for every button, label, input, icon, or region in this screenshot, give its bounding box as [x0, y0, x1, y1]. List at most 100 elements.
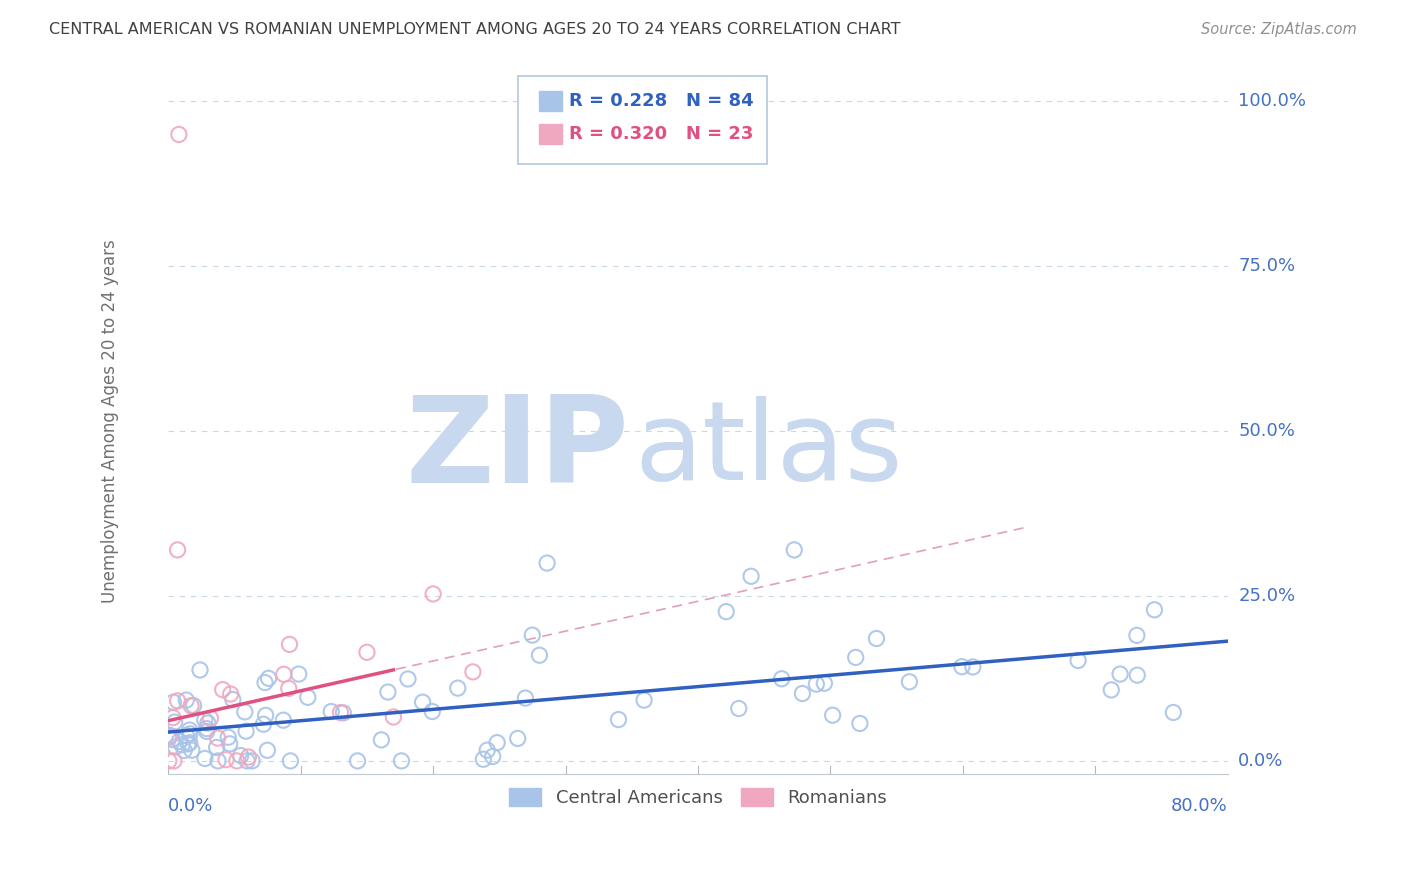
Point — [218, 737, 240, 751]
Point — [845, 650, 868, 665]
Bar — [538, 91, 562, 111]
Point — [792, 686, 814, 700]
Point — [346, 754, 368, 768]
Point — [180, 743, 202, 757]
Text: R = 0.228   N = 84: R = 0.228 N = 84 — [569, 92, 754, 110]
FancyBboxPatch shape — [517, 76, 766, 164]
Text: R = 0.320   N = 23: R = 0.320 N = 23 — [569, 125, 754, 143]
Point — [197, 716, 219, 731]
Point — [1067, 653, 1090, 667]
Point — [235, 724, 257, 739]
Point — [238, 750, 260, 764]
Point — [257, 671, 280, 685]
Bar — [538, 124, 562, 144]
Point — [813, 676, 835, 690]
Point — [252, 717, 274, 731]
Point — [950, 659, 973, 673]
Point — [172, 738, 194, 752]
Point — [806, 677, 828, 691]
Point — [163, 754, 186, 768]
Text: 0.0%: 0.0% — [1239, 752, 1284, 770]
Point — [207, 754, 229, 768]
Point — [278, 637, 301, 651]
Point — [194, 751, 217, 765]
Point — [225, 754, 247, 768]
Point — [179, 723, 201, 737]
Point — [297, 690, 319, 705]
Point — [898, 674, 921, 689]
Point — [194, 713, 217, 727]
Point — [396, 672, 419, 686]
Point — [422, 587, 444, 601]
Point — [477, 743, 499, 757]
Point — [159, 729, 181, 743]
Point — [273, 667, 295, 681]
Point — [217, 731, 239, 745]
Point — [481, 749, 503, 764]
Point — [166, 542, 188, 557]
Text: Unemployment Among Ages 20 to 24 years: Unemployment Among Ages 20 to 24 years — [101, 239, 120, 603]
Point — [222, 692, 245, 706]
Point — [716, 605, 738, 619]
Point — [377, 685, 399, 699]
Point — [391, 754, 413, 768]
Point — [215, 753, 238, 767]
Point — [207, 731, 229, 745]
Point — [236, 754, 259, 768]
Text: ZIP: ZIP — [405, 391, 628, 508]
Text: Source: ZipAtlas.com: Source: ZipAtlas.com — [1201, 22, 1357, 37]
Point — [865, 632, 887, 646]
Point — [783, 542, 806, 557]
Point — [770, 672, 793, 686]
Point — [420, 705, 443, 719]
Point — [740, 569, 762, 583]
Text: 75.0%: 75.0% — [1239, 258, 1295, 276]
Point — [229, 748, 252, 763]
Point — [219, 687, 242, 701]
Point — [180, 698, 202, 713]
Point — [1143, 603, 1166, 617]
Point — [166, 694, 188, 708]
Legend: Central Americans, Romanians: Central Americans, Romanians — [502, 780, 894, 814]
Point — [515, 691, 537, 706]
Point — [329, 706, 352, 720]
Point — [167, 128, 190, 142]
Point — [447, 681, 470, 695]
Text: 0.0%: 0.0% — [169, 797, 214, 815]
Point — [211, 682, 233, 697]
Point — [179, 736, 201, 750]
Point — [167, 734, 190, 748]
Point — [727, 701, 749, 715]
Point — [256, 743, 278, 757]
Point — [163, 715, 186, 730]
Point — [160, 732, 183, 747]
Text: 50.0%: 50.0% — [1239, 422, 1295, 440]
Point — [382, 710, 405, 724]
Point — [173, 743, 195, 757]
Point — [536, 556, 558, 570]
Point — [233, 705, 256, 719]
Point — [461, 665, 484, 679]
Point — [157, 754, 180, 768]
Point — [280, 754, 302, 768]
Point — [1163, 706, 1185, 720]
Point — [486, 736, 509, 750]
Point — [277, 681, 299, 696]
Text: atlas: atlas — [634, 396, 903, 503]
Text: 100.0%: 100.0% — [1239, 93, 1306, 111]
Point — [188, 663, 211, 677]
Point — [165, 739, 187, 754]
Point — [1126, 668, 1149, 682]
Point — [821, 708, 844, 723]
Point — [962, 660, 984, 674]
Point — [321, 705, 343, 719]
Point — [332, 706, 354, 720]
Text: 25.0%: 25.0% — [1239, 587, 1295, 605]
Point — [195, 724, 218, 739]
Point — [254, 708, 277, 723]
Point — [522, 628, 544, 642]
Point — [370, 732, 392, 747]
Point — [174, 693, 197, 707]
Point — [174, 729, 197, 743]
Point — [179, 727, 201, 741]
